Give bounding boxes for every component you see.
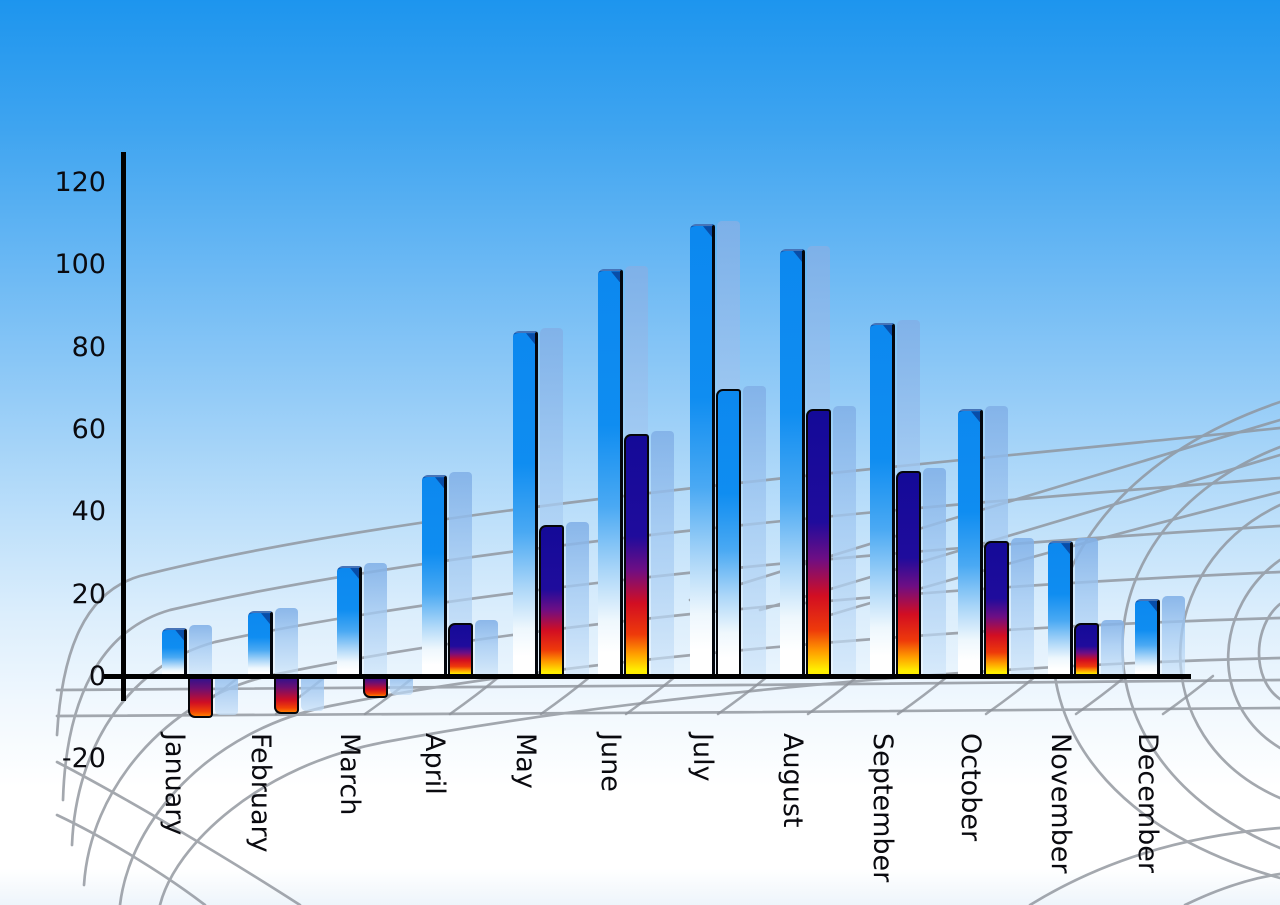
- bar-march-primary: [337, 565, 362, 677]
- bar-top-bevel: [611, 271, 620, 283]
- bar-february-primary: [248, 611, 273, 677]
- bar-shadow-august-secondary: [833, 406, 856, 677]
- bar-shadow-may-secondary: [566, 521, 589, 677]
- y-tick-100: 100: [54, 249, 106, 281]
- bar-october-primary: [958, 409, 983, 677]
- grid-diagonal-5: [624, 674, 678, 716]
- bar-may-secondary: [539, 524, 564, 677]
- bar-april-secondary: [448, 623, 473, 677]
- bar-shadow-february-secondary: [301, 679, 324, 712]
- y-tick-80: 80: [71, 331, 106, 363]
- bar-shadow-march-primary: [364, 562, 387, 677]
- x-label-december: December: [1132, 733, 1163, 874]
- x-label-march: March: [334, 733, 365, 816]
- x-label-october: October: [955, 733, 986, 842]
- y-tick--20: -20: [61, 743, 106, 775]
- bar-shadow-june-secondary: [651, 431, 674, 677]
- grid-diagonal-11: [1161, 674, 1215, 716]
- grid-diagonal-9: [984, 674, 1038, 716]
- bar-top-bevel: [175, 629, 184, 641]
- bar-october-secondary: [984, 541, 1009, 677]
- bar-top-bevel: [703, 226, 712, 238]
- bar-shadow-november-secondary: [1101, 620, 1124, 677]
- grid-diagonal-6: [716, 674, 770, 716]
- grid-diagonal-4: [539, 674, 593, 716]
- bar-july-primary: [690, 224, 715, 677]
- bar-top-bevel: [1061, 543, 1070, 555]
- x-label-february: February: [245, 733, 276, 853]
- bar-november-primary: [1048, 541, 1073, 677]
- y-axis-line: [121, 152, 126, 701]
- grid-diagonal-7: [806, 674, 860, 716]
- bar-february-secondary: [274, 677, 299, 715]
- bar-shadow-april-secondary: [475, 620, 498, 677]
- bar-top-bevel: [261, 613, 270, 625]
- x-label-january: January: [159, 733, 190, 836]
- bar-may-primary: [513, 331, 538, 677]
- x-label-november: November: [1045, 733, 1076, 874]
- bar-shadow-july-secondary: [743, 385, 766, 677]
- bar-december-primary: [1135, 598, 1160, 677]
- x-label-april: April: [419, 733, 450, 795]
- y-tick-40: 40: [71, 496, 106, 528]
- grid-diagonal-8: [896, 674, 950, 716]
- bar-july-secondary: [716, 388, 741, 677]
- bar-march-secondary: [363, 677, 388, 698]
- bar-top-bevel: [971, 411, 980, 423]
- bar-top-bevel: [526, 333, 535, 345]
- x-label-may: May: [510, 733, 541, 789]
- bar-august-secondary: [806, 409, 831, 677]
- bar-september-primary: [870, 322, 895, 677]
- bar-june-secondary: [624, 434, 649, 677]
- bar-january-primary: [162, 627, 187, 677]
- bar-shadow-october-secondary: [1011, 538, 1034, 677]
- bar-shadow-march-secondary: [390, 679, 413, 695]
- bar-top-bevel: [350, 567, 359, 579]
- bar-shadow-december-primary: [1162, 595, 1185, 677]
- bar-top-bevel: [883, 324, 892, 336]
- x-label-september: September: [867, 733, 898, 883]
- y-tick-0: 0: [88, 661, 106, 692]
- bar-june-primary: [598, 269, 623, 677]
- bar-shadow-february-primary: [275, 608, 298, 677]
- x-label-august: August: [777, 733, 808, 828]
- bar-january-secondary: [188, 677, 213, 719]
- y-tick-120: 120: [54, 167, 106, 198]
- bar-top-bevel: [1148, 600, 1157, 612]
- bar-september-secondary: [896, 471, 921, 677]
- bar-top-bevel: [793, 250, 802, 262]
- bar-top-bevel: [435, 477, 444, 489]
- bar-august-primary: [780, 248, 805, 677]
- bar-shadow-january-secondary: [215, 679, 238, 716]
- x-axis-line: [104, 674, 1191, 679]
- bar-april-primary: [422, 475, 447, 677]
- bar-shadow-january-primary: [189, 624, 212, 677]
- grid-diagonal-3: [448, 674, 502, 716]
- bar-shadow-september-secondary: [923, 468, 946, 677]
- x-label-june: June: [595, 733, 626, 792]
- grid-diagonal-10: [1074, 674, 1128, 716]
- y-tick-60: 60: [71, 414, 106, 445]
- bar-november-secondary: [1074, 623, 1099, 677]
- y-tick-20: 20: [71, 578, 106, 610]
- x-label-july: July: [687, 733, 718, 782]
